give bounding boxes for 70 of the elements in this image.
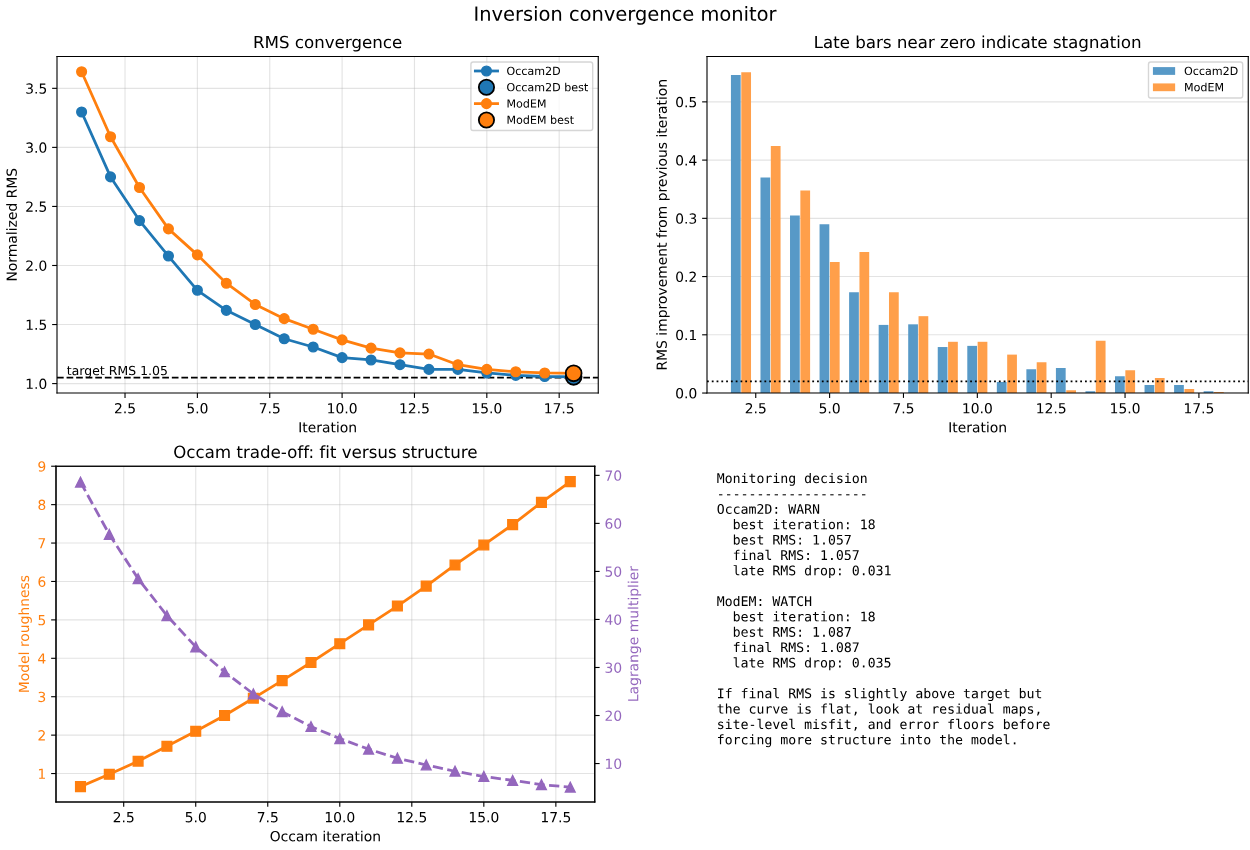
y-tick-label: 9 <box>38 461 46 472</box>
legend-label: Occam2D <box>1184 66 1238 76</box>
y-axis-title: Normalized RMS <box>6 168 17 281</box>
y-axis-title: RMS improvement from previous iteration <box>656 80 670 370</box>
y-tick-label: 2.5 <box>26 201 47 212</box>
y-tick-label: 4 <box>38 653 46 664</box>
y-tick-label: 3.5 <box>26 83 47 94</box>
x-tick-label: 10.0 <box>963 403 992 414</box>
y-tick-label: 1.0 <box>26 378 47 390</box>
x-tick-label: 12.5 <box>1037 403 1066 414</box>
x-tick-label: 7.5 <box>257 812 278 823</box>
legend-label: ModEM <box>1185 82 1223 92</box>
y-tick-label: 2 <box>38 730 45 741</box>
y-tick-label: 0.4 <box>676 155 697 166</box>
x-tick-label: 15.0 <box>469 811 499 823</box>
y-tick-label: 0.3 <box>676 213 697 224</box>
x-tick-label: 7.5 <box>893 403 914 414</box>
x-axis-title: Occam iteration <box>270 830 380 842</box>
y-tick-label: 0.0 <box>676 388 697 399</box>
y-tick-label: 1 <box>38 768 45 779</box>
x-tick-label: 2.5 <box>113 811 134 823</box>
chart-title: Occam trade-off: fit versus structure <box>174 445 477 459</box>
x-tick-label: 10.0 <box>328 403 357 414</box>
y2-tick-label: 40 <box>605 614 622 625</box>
text: Inversion convergence monitor <box>475 5 777 25</box>
y2-tick-label: 30 <box>605 662 622 673</box>
ref-line-label: target RMS 1.05 <box>67 365 167 378</box>
y-tick-label: 8 <box>38 499 46 511</box>
y-tick-label: 0.2 <box>676 271 696 283</box>
chart-title: RMS convergence <box>254 35 402 52</box>
legend-label: ModEM best <box>507 115 574 124</box>
y2-tick-label: 60 <box>605 518 622 529</box>
x-tick-label: 17.5 <box>541 812 571 823</box>
y2-tick-label: 10 <box>606 758 622 770</box>
x-tick-label: 12.5 <box>400 403 429 414</box>
y-tick-label: 0.1 <box>676 329 696 341</box>
y2-axis-title: Lagrange multiplier <box>627 566 642 701</box>
x-tick-label: 15.0 <box>472 403 502 414</box>
y-tick-label: 1.5 <box>26 319 47 331</box>
x-tick-label: 7.5 <box>259 403 280 414</box>
y-tick-label: 3 <box>38 691 46 703</box>
x-tick-label: 17.5 <box>1184 403 1214 414</box>
y-axis-title: Model roughness <box>18 575 32 692</box>
x-axis-title: Iteration <box>299 421 356 433</box>
y-tick-label: 2.0 <box>26 260 47 271</box>
y-tick-label: 3.0 <box>26 142 47 153</box>
text: Monitoring decision ------------------- Occam2D: WARN best iteration: 18 best RMS: 1.057 final RMS: 1.057 late RMS drop: 0.031 <box>717 472 891 578</box>
x-tick-label: 2.5 <box>745 403 766 414</box>
x-tick-label: 17.5 <box>545 403 574 414</box>
legend-label: Occam2D best <box>507 82 588 92</box>
y2-tick-label: 70 <box>605 470 622 481</box>
x-tick-label: 5.0 <box>819 403 840 414</box>
y-tick-label: 0.5 <box>676 96 697 108</box>
text: If final RMS is slightly above target but the curve is flat, look at residual maps, site-level misfit, and error floors before forcing more structure into the model. <box>717 688 1050 748</box>
legend-label: Occam2D <box>507 66 561 76</box>
text: ModEM: WATCH best iteration: 18 best RMS: 1.087 final RMS: 1.087 late RMS drop: 0.035 <box>717 595 891 671</box>
y-tick-label: 5 <box>38 615 46 626</box>
y2-tick-label: 20 <box>605 710 622 721</box>
y-tick-label: 6 <box>38 576 46 587</box>
x-tick-label: 15.0 <box>1111 403 1140 414</box>
y2-tick-label: 50 <box>605 566 622 577</box>
x-tick-label: 12.5 <box>397 811 427 823</box>
x-tick-label: 10.0 <box>325 811 355 823</box>
chart-title: Late bars near zero indicate stagnation <box>815 35 1141 52</box>
y-tick-label: 7 <box>38 538 46 549</box>
x-tick-label: 5.0 <box>185 811 206 823</box>
x-tick-label: 2.5 <box>114 403 135 414</box>
x-axis-title: Iteration <box>949 421 1006 433</box>
x-tick-label: 5.0 <box>187 403 208 414</box>
legend-label: ModEM <box>507 99 546 108</box>
